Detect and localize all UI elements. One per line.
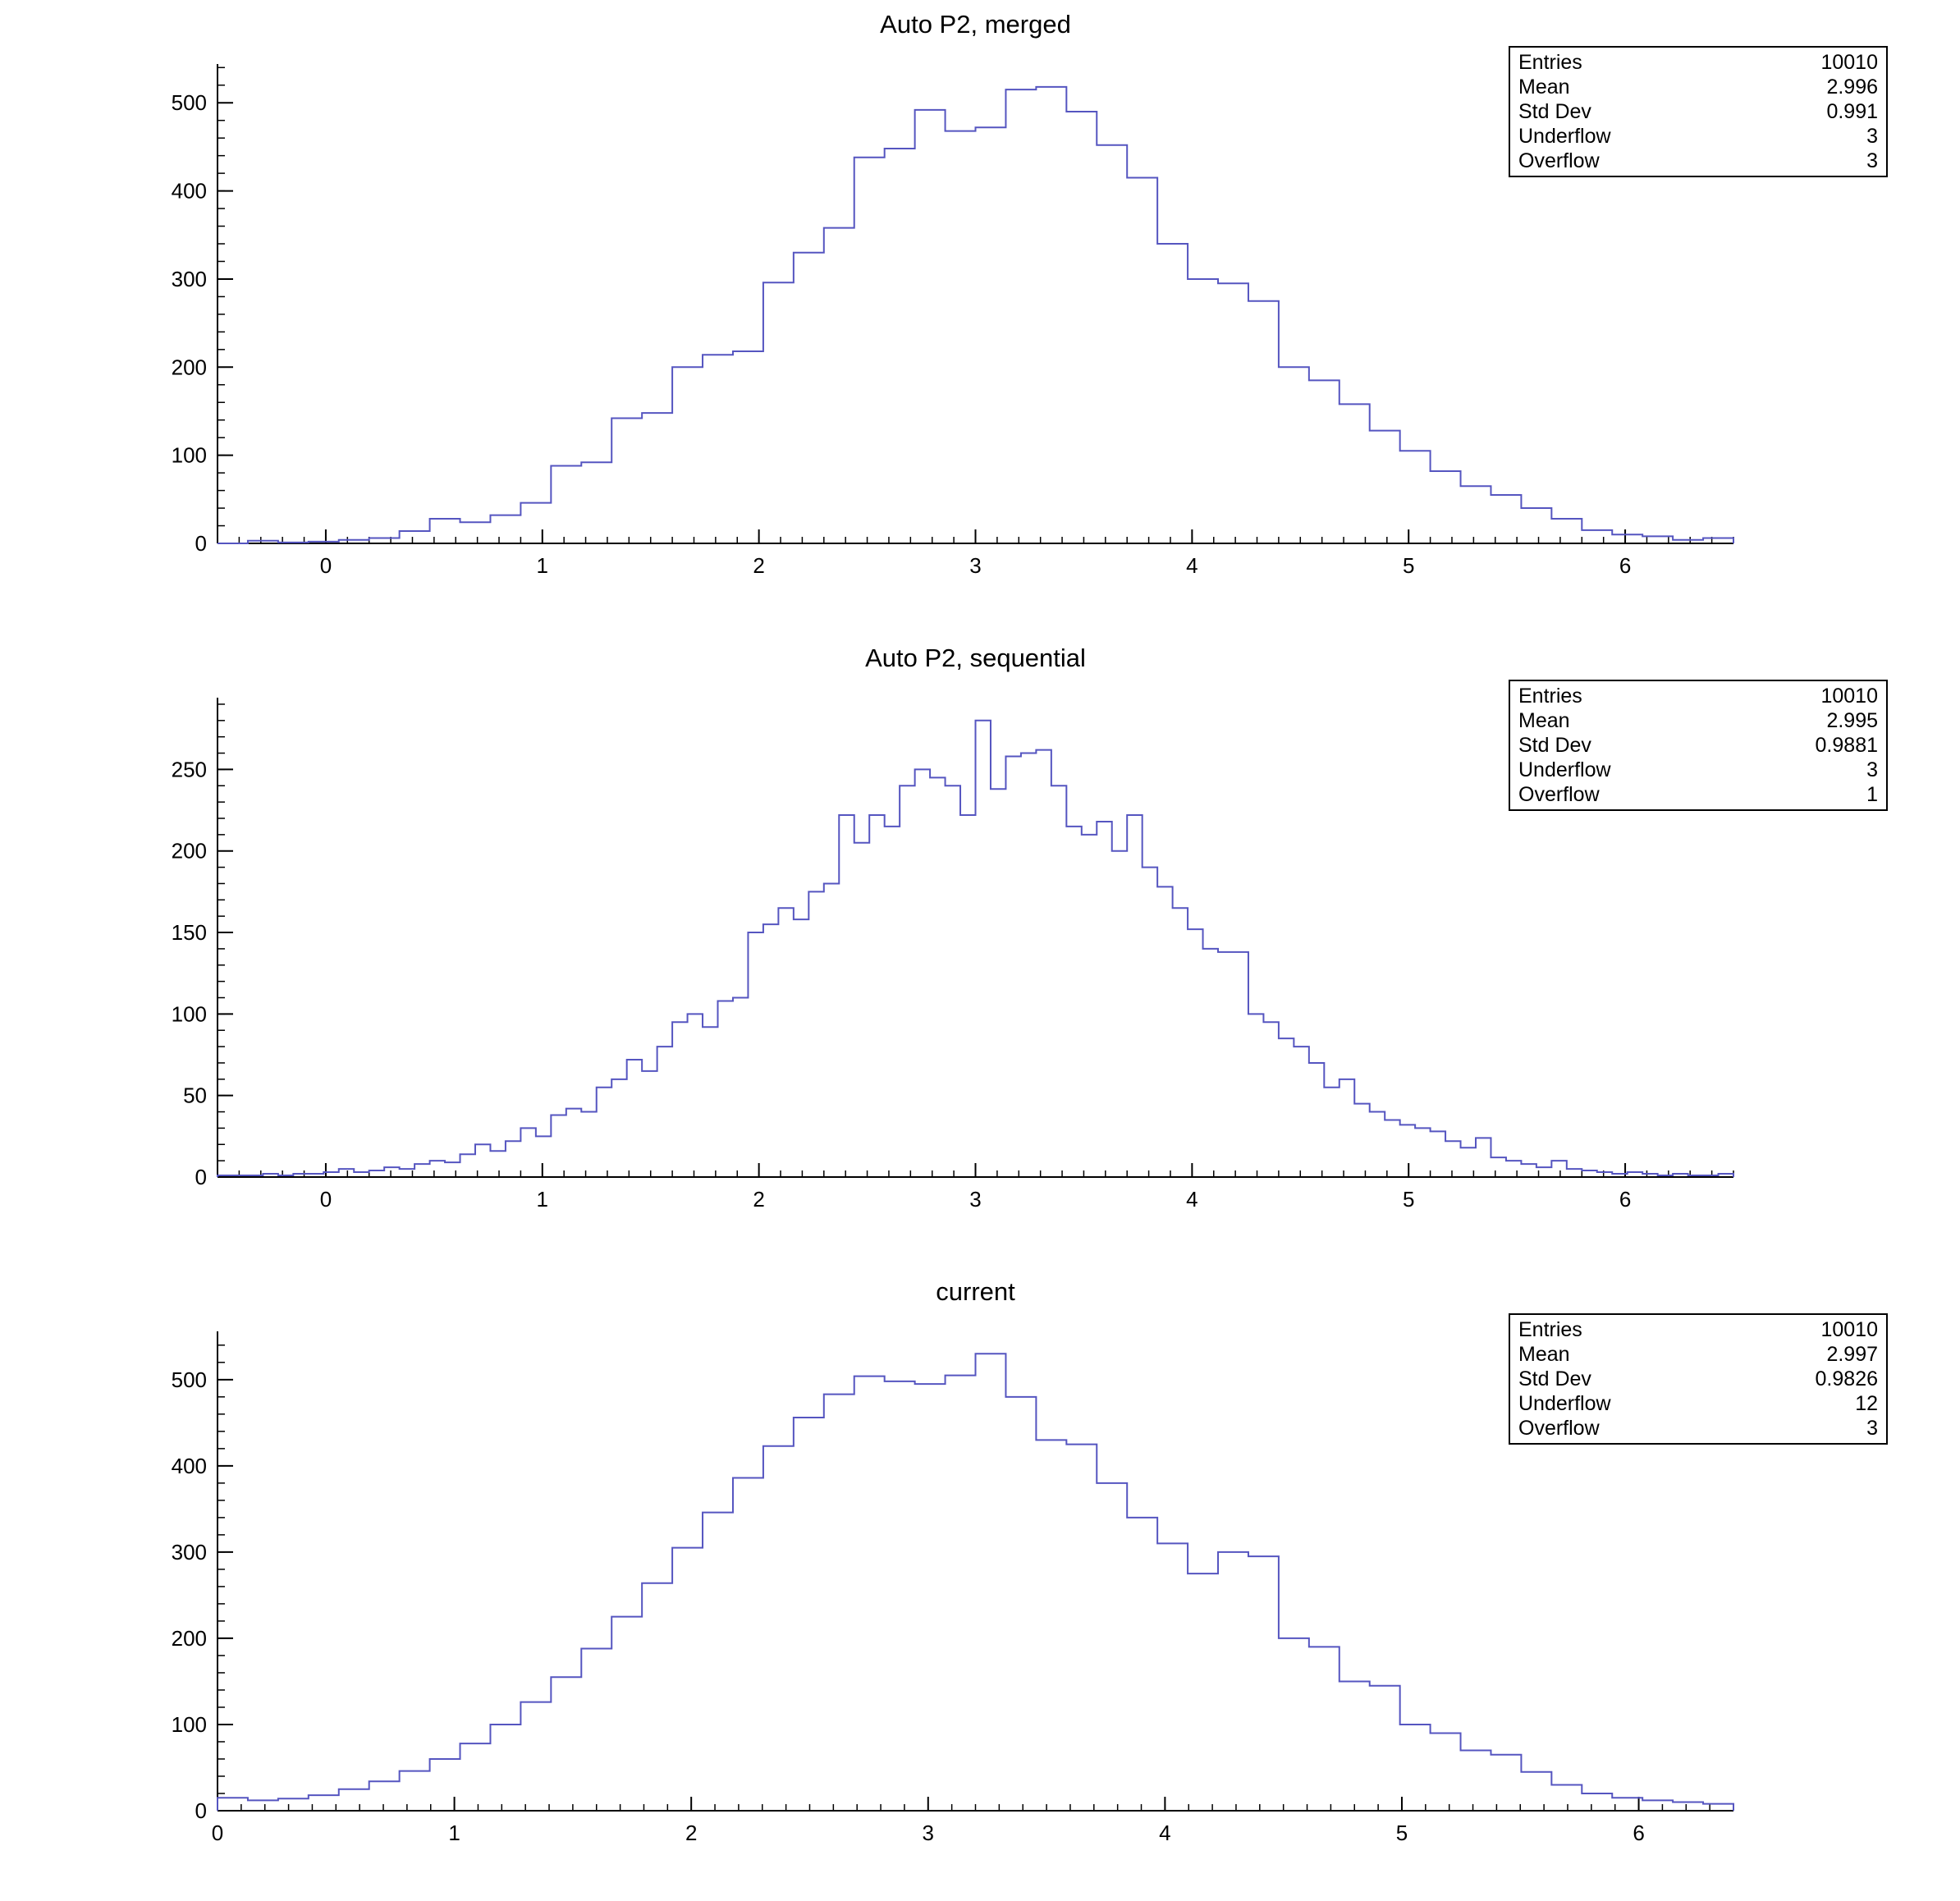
chart-title-sequential: Auto P2, sequential	[865, 644, 1086, 672]
stats-label-mean: Mean	[1518, 709, 1570, 732]
svg-text:100: 100	[172, 443, 207, 468]
stats-row-underflow: Underflow 3	[1510, 124, 1886, 149]
svg-text:4: 4	[1186, 553, 1198, 578]
panel-auto-p2-merged: Auto P2, merged 0 1 2 3 4 5 6 0 100 200 300 400 500 …	[0, 0, 1960, 634]
stats-value-entries: 10010	[1820, 51, 1878, 74]
svg-text:1: 1	[537, 553, 548, 578]
stats-row-stddev: Std Dev 0.991	[1510, 99, 1886, 124]
stats-label-underflow: Underflow	[1518, 1392, 1611, 1415]
stats-value-entries: 10010	[1820, 685, 1878, 708]
stats-value-mean: 2.996	[1826, 76, 1878, 98]
stats-row-overflow: Overflow 1	[1510, 782, 1886, 807]
stats-value-underflow: 3	[1866, 125, 1878, 148]
svg-text:0: 0	[195, 1798, 207, 1823]
stats-row-mean: Mean 2.997	[1510, 1342, 1886, 1367]
stats-value-mean: 2.997	[1826, 1343, 1878, 1366]
stats-value-overflow: 1	[1866, 783, 1878, 806]
stats-row-mean: Mean 2.995	[1510, 708, 1886, 733]
stats-value-mean: 2.995	[1826, 709, 1878, 732]
stats-box-current: Entries 10010 Mean 2.997 Std Dev 0.9826 …	[1509, 1313, 1888, 1445]
stats-label-stddev: Std Dev	[1518, 100, 1591, 123]
stats-label-entries: Entries	[1518, 685, 1582, 708]
chart-title-merged: Auto P2, merged	[880, 10, 1071, 39]
stats-row-entries: Entries 10010	[1510, 50, 1886, 75]
svg-text:500: 500	[172, 1367, 207, 1392]
svg-text:3: 3	[969, 553, 981, 578]
svg-text:0: 0	[195, 531, 207, 556]
svg-text:100: 100	[172, 1712, 207, 1737]
svg-text:1: 1	[448, 1821, 460, 1845]
stats-value-underflow: 12	[1855, 1392, 1878, 1415]
chart-title-current: current	[936, 1277, 1015, 1306]
stats-value-overflow: 3	[1866, 1417, 1878, 1440]
svg-text:3: 3	[923, 1821, 934, 1845]
stats-value-stddev: 0.9881	[1815, 734, 1878, 757]
svg-text:50: 50	[183, 1083, 207, 1108]
stats-label-stddev: Std Dev	[1518, 734, 1591, 757]
histogram-canvas-merged: 0 1 2 3 4 5 6 0 100 200 300 400 500	[172, 64, 1734, 578]
svg-text:0: 0	[320, 553, 332, 578]
svg-text:5: 5	[1403, 553, 1414, 578]
histogram-canvas-current: 0 1 2 3 4 5 6 0 100 200 300 400 500	[172, 1331, 1734, 1845]
stats-value-underflow: 3	[1866, 758, 1878, 781]
stats-row-underflow: Underflow 12	[1510, 1391, 1886, 1416]
stats-value-overflow: 3	[1866, 149, 1878, 172]
svg-text:6: 6	[1619, 1187, 1631, 1212]
svg-text:400: 400	[172, 179, 207, 204]
stats-label-overflow: Overflow	[1518, 149, 1600, 172]
svg-text:1: 1	[537, 1187, 548, 1212]
svg-text:6: 6	[1619, 553, 1631, 578]
svg-text:200: 200	[172, 1626, 207, 1651]
svg-text:3: 3	[969, 1187, 981, 1212]
svg-text:2: 2	[685, 1821, 697, 1845]
svg-text:200: 200	[172, 839, 207, 863]
svg-text:4: 4	[1186, 1187, 1198, 1212]
svg-text:5: 5	[1396, 1821, 1408, 1845]
stats-row-overflow: Overflow 3	[1510, 1416, 1886, 1441]
svg-text:6: 6	[1633, 1821, 1644, 1845]
svg-text:400: 400	[172, 1454, 207, 1478]
stats-label-entries: Entries	[1518, 1318, 1582, 1341]
svg-text:0: 0	[195, 1165, 207, 1189]
stats-label-entries: Entries	[1518, 51, 1582, 74]
stats-label-mean: Mean	[1518, 76, 1570, 98]
svg-text:5: 5	[1403, 1187, 1414, 1212]
stats-label-stddev: Std Dev	[1518, 1367, 1591, 1390]
stats-row-entries: Entries 10010	[1510, 1317, 1886, 1342]
svg-text:300: 300	[172, 267, 207, 291]
stats-row-stddev: Std Dev 0.9826	[1510, 1367, 1886, 1391]
svg-text:0: 0	[320, 1187, 332, 1212]
panel-current: current 0 1 2 3 4 5 6 0 100 200 300 400 500 Entries …	[0, 1267, 1960, 1901]
svg-text:0: 0	[212, 1821, 223, 1845]
panel-auto-p2-sequential: Auto P2, sequential 0 1 2 3 4 5 6 0 50 100 150 200 2…	[0, 634, 1960, 1267]
stats-value-stddev: 0.991	[1826, 100, 1878, 123]
stats-box-merged: Entries 10010 Mean 2.996 Std Dev 0.991 U…	[1509, 46, 1888, 177]
svg-text:2: 2	[753, 1187, 764, 1212]
stats-label-underflow: Underflow	[1518, 125, 1611, 148]
stats-value-entries: 10010	[1820, 1318, 1878, 1341]
stats-label-overflow: Overflow	[1518, 783, 1600, 806]
histogram-canvas-sequential: 0 1 2 3 4 5 6 0 50 100 150 200 250	[172, 698, 1734, 1212]
svg-text:500: 500	[172, 90, 207, 115]
svg-text:100: 100	[172, 1001, 207, 1026]
svg-text:150: 150	[172, 920, 207, 945]
stats-label-underflow: Underflow	[1518, 758, 1611, 781]
stats-box-sequential: Entries 10010 Mean 2.995 Std Dev 0.9881 …	[1509, 680, 1888, 811]
stats-label-overflow: Overflow	[1518, 1417, 1600, 1440]
svg-text:2: 2	[753, 553, 764, 578]
stats-row-mean: Mean 2.996	[1510, 75, 1886, 99]
stats-row-entries: Entries 10010	[1510, 684, 1886, 708]
stats-row-underflow: Underflow 3	[1510, 758, 1886, 782]
stats-row-overflow: Overflow 3	[1510, 149, 1886, 173]
svg-text:250: 250	[172, 757, 207, 781]
svg-text:200: 200	[172, 355, 207, 379]
stats-label-mean: Mean	[1518, 1343, 1570, 1366]
stats-value-stddev: 0.9826	[1815, 1367, 1878, 1390]
svg-text:300: 300	[172, 1540, 207, 1564]
svg-text:4: 4	[1159, 1821, 1170, 1845]
stats-row-stddev: Std Dev 0.9881	[1510, 733, 1886, 758]
